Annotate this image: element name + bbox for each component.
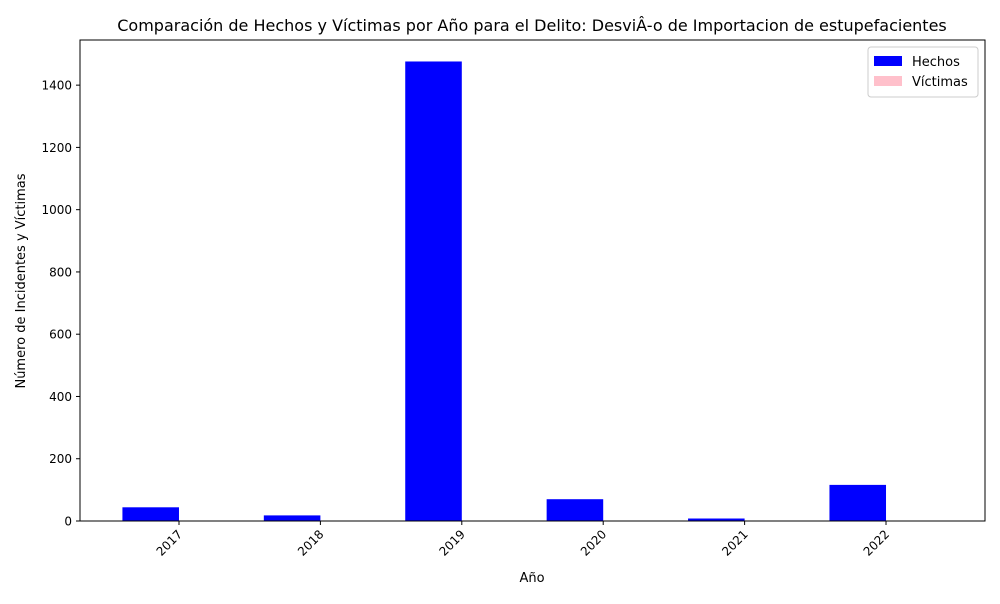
x-tick-label-2018: 2018	[295, 527, 326, 558]
x-tick-label-2019: 2019	[436, 527, 467, 558]
bar-hechos-2017	[122, 507, 179, 521]
legend-swatch-hechos	[874, 56, 902, 66]
y-tick-label-1400: 1400	[41, 79, 72, 93]
y-tick-label-600: 600	[49, 328, 72, 342]
y-tick-label-1000: 1000	[41, 203, 72, 217]
y-tick-label-200: 200	[49, 452, 72, 466]
x-tick-label-2020: 2020	[578, 527, 609, 558]
y-tick-label-800: 800	[49, 265, 72, 279]
y-axis-label: Número de Incidentes y Víctimas	[14, 173, 29, 388]
chart-title: Comparación de Hechos y Víctimas por Año…	[117, 16, 947, 35]
bar-hechos-2021	[688, 518, 745, 521]
x-tick-label-2021: 2021	[719, 527, 750, 558]
x-tick-label-2017: 2017	[154, 527, 185, 558]
plot-frame	[79, 39, 986, 522]
y-tick-label-1200: 1200	[41, 141, 72, 155]
legend-label-hechos: Hechos	[912, 55, 960, 70]
y-tick-label-400: 400	[49, 390, 72, 404]
plot-area: 0 200 400 600 800 1000 1200 1400 2017 2018 2019 202…	[41, 39, 986, 559]
x-tick-label-2022: 2022	[861, 527, 892, 558]
legend-swatch-víctimas	[874, 76, 902, 86]
x-axis-label: Año	[519, 571, 544, 586]
bar-hechos-2019	[405, 61, 462, 521]
bar-hechos-2020	[546, 499, 604, 521]
bar-hechos-2022	[829, 484, 887, 521]
bar-hechos-2018	[263, 515, 321, 521]
legend-label-víctimas: Víctimas	[912, 75, 968, 90]
y-tick-label-0: 0	[64, 515, 72, 529]
